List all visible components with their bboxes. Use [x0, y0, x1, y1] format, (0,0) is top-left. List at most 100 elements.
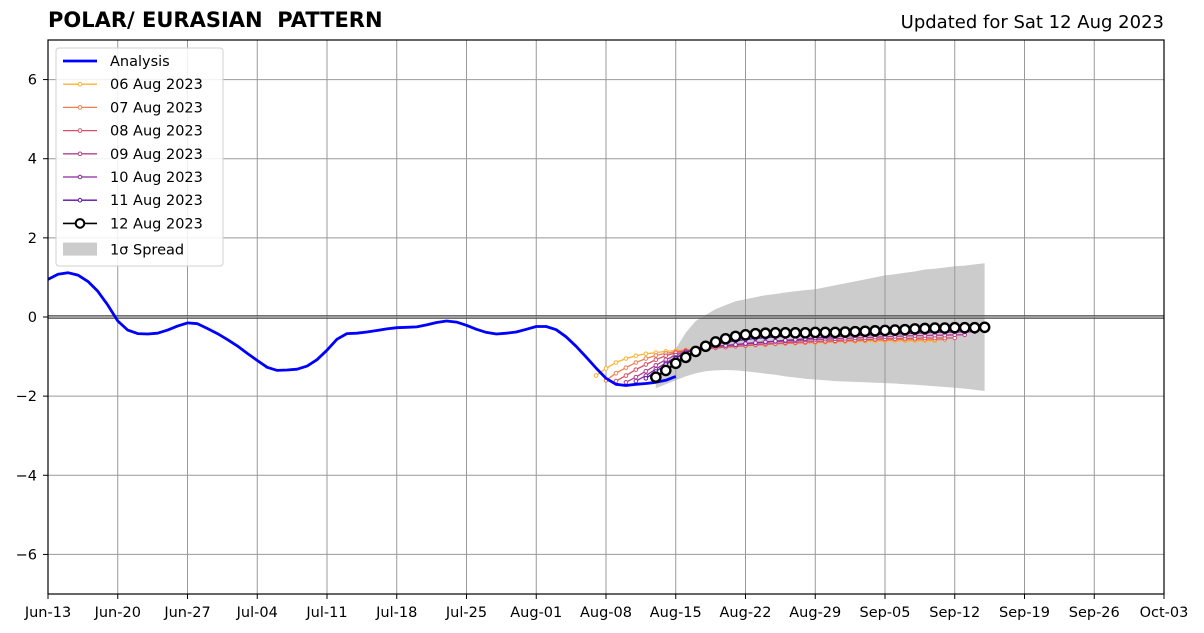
forecast-point [839, 326, 851, 338]
y-tick-label: 4 [28, 152, 37, 168]
forecast-point [633, 378, 639, 384]
forecast-point [763, 339, 768, 345]
forecast-point [948, 321, 961, 334]
x-tick-label: Jul-11 [305, 605, 347, 621]
forecast-point [968, 321, 981, 334]
forecast-point [603, 366, 609, 371]
x-tick-label: Sep-05 [859, 605, 910, 621]
legend-swatch [63, 242, 97, 256]
forecast-point [869, 325, 881, 337]
forecast-point [623, 365, 629, 370]
legend-label: 11 Aug 2023 [110, 193, 203, 209]
forecast-point [783, 338, 788, 343]
forecast-point [709, 336, 722, 348]
forecast-point [799, 327, 812, 339]
legend-entry: 11 Aug 2023 [63, 193, 203, 209]
legend-entry: 12 Aug 2023 [63, 216, 203, 232]
legend-label: Analysis [110, 54, 170, 70]
forecast-point [663, 353, 669, 359]
forecast-point [899, 323, 911, 336]
x-tick-label: Aug-01 [510, 605, 562, 621]
forecast-point [743, 341, 748, 346]
forecast-point [613, 370, 619, 376]
forecast-point [623, 379, 629, 385]
forecast-point [653, 362, 659, 368]
forecast-point [859, 325, 871, 338]
legend-label: 12 Aug 2023 [110, 216, 203, 232]
x-tick-label: Jul-25 [445, 605, 487, 621]
forecast-point [978, 321, 991, 334]
forecast-point [643, 351, 649, 357]
x-tick-label: Sep-12 [929, 605, 980, 621]
forecast-point [643, 376, 649, 381]
legend-marker [77, 81, 83, 87]
forecast-point [739, 329, 752, 341]
legend-box [55, 47, 224, 267]
forecast-point [919, 322, 931, 335]
legend-label: 1σ Spread [110, 243, 184, 259]
legend-marker [77, 128, 83, 133]
forecast-point [753, 340, 758, 346]
x-tick-label: Sep-19 [999, 605, 1050, 621]
legend-entry: 09 Aug 2023 [63, 147, 203, 163]
forecast-point [849, 325, 861, 338]
forecast-point [759, 327, 772, 340]
forecast-point [659, 364, 672, 377]
x-tick-label: Aug-22 [720, 605, 772, 621]
analysis-line [47, 271, 677, 387]
forecast-point [719, 332, 732, 345]
legend-entry: 1σ Spread [63, 242, 184, 259]
forecast-point [643, 356, 649, 361]
legend-marker [77, 197, 83, 203]
chart-title: POLAR/ EURASIAN PATTERN [48, 8, 383, 32]
series-group [47, 271, 991, 387]
analysis-series [47, 271, 677, 387]
legend-entry: Analysis [63, 54, 170, 70]
forecast-point [633, 367, 639, 372]
forecast-point [613, 360, 619, 365]
legend-entry: 08 Aug 2023 [63, 124, 203, 140]
legend-marker [77, 151, 83, 157]
axes: Jun-13 Jun-20 Jun-27 Jul-04 Jul-11 Jul-18 Jul-… [16, 39, 1188, 621]
x-tick-label: Jun-13 [24, 605, 71, 621]
forecast-point [829, 326, 841, 339]
forecast-point [879, 324, 891, 337]
spread-band-group [655, 263, 985, 391]
forecast-point [733, 342, 738, 348]
forecast-point [729, 330, 742, 343]
x-tick-label: Aug-15 [650, 605, 702, 621]
forecast-series [650, 321, 991, 383]
x-tick-label: Jun-20 [94, 605, 141, 621]
chart-subtitle: Updated for Sat 12 Aug 2023 [900, 12, 1164, 33]
x-tick-label: Jul-04 [236, 605, 278, 621]
forecast-point [929, 322, 941, 334]
legend-label: 10 Aug 2023 [110, 170, 203, 186]
legend-marker [77, 174, 83, 180]
spread-band [655, 263, 985, 391]
y-tick-label: −4 [16, 468, 37, 484]
x-tick-label: Aug-08 [580, 605, 632, 621]
gridlines [47, 40, 1165, 594]
y-tick-label: 6 [28, 73, 37, 89]
x-tick-label: Sep-26 [1069, 605, 1120, 621]
forecast-point [643, 362, 649, 367]
legend-entry: 06 Aug 2023 [63, 77, 203, 93]
forecast-point [633, 360, 639, 365]
forecast-point [653, 353, 659, 358]
forecast-point [889, 324, 901, 336]
forecast-point [679, 351, 692, 364]
forecast-point [653, 357, 659, 363]
forecast-point [593, 373, 599, 378]
forecast-point [633, 353, 639, 359]
legend-marker [77, 105, 83, 110]
forecast-point [819, 326, 832, 339]
x-tick-label: Aug-29 [789, 605, 841, 621]
y-tick-label: −2 [16, 389, 37, 405]
legend-label: 06 Aug 2023 [110, 77, 203, 93]
forecast-point [623, 373, 629, 378]
legend-label: 08 Aug 2023 [110, 124, 203, 140]
forecast-point [769, 327, 782, 339]
forecast-point [789, 327, 802, 339]
forecast-point [699, 340, 712, 353]
forecast-point [909, 323, 921, 335]
